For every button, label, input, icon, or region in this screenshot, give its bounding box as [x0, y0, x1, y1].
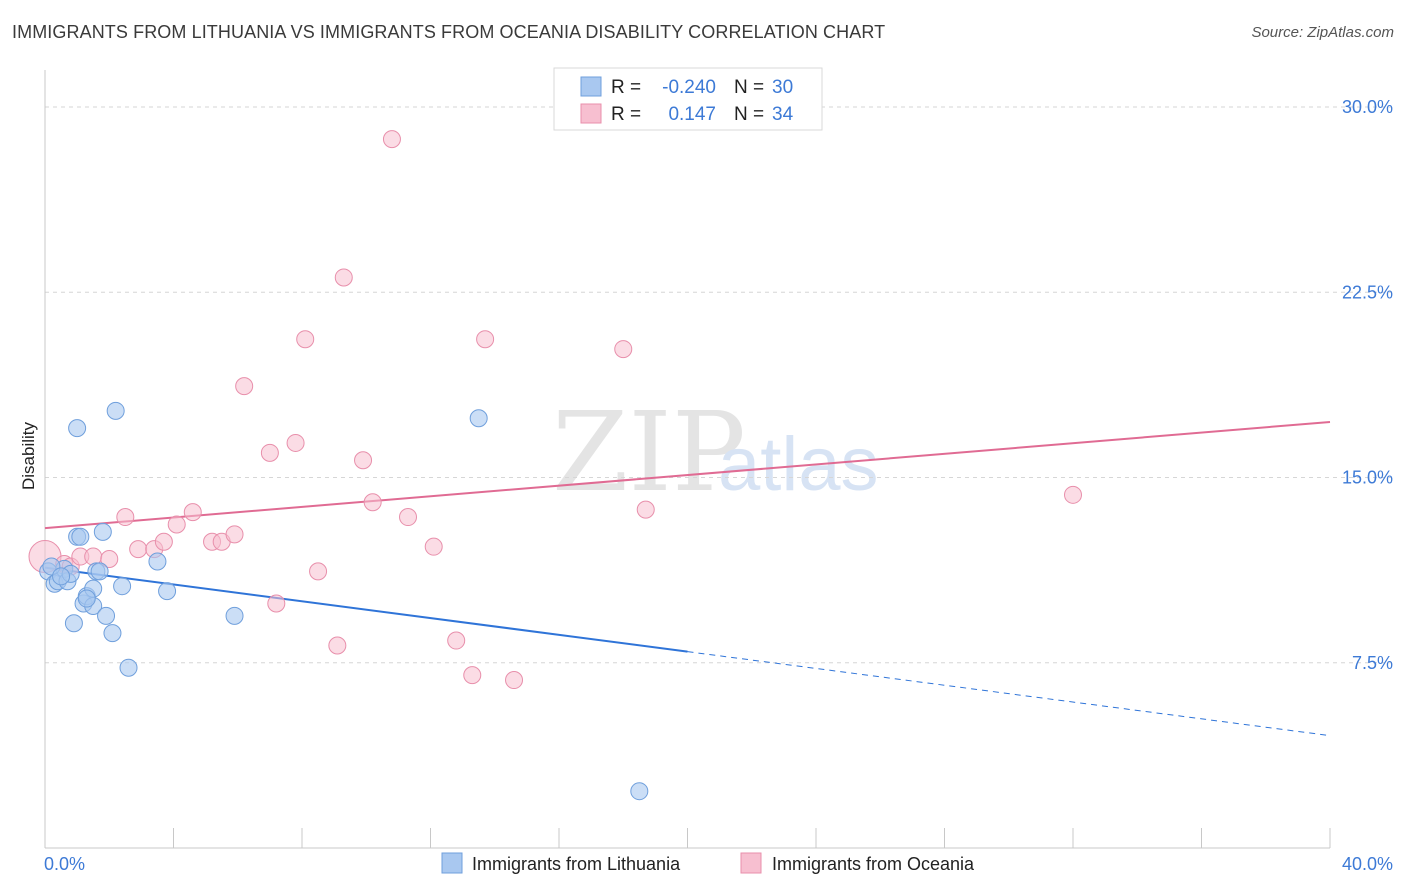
legend-n-value-1: 30 — [772, 77, 793, 98]
legend-n-label-1: N = — [734, 77, 764, 98]
point-lithuania-6 — [68, 419, 87, 438]
point-lithuania-18 — [103, 624, 122, 643]
series-lithuania-points — [39, 401, 649, 801]
point-oceania-22 — [334, 268, 353, 287]
point-oceania-24 — [363, 493, 382, 512]
point-oceania-33 — [636, 500, 655, 519]
trend-lines — [44, 420, 1331, 737]
point-oceania-31 — [505, 671, 524, 690]
point-lithuania-19 — [106, 401, 125, 420]
source-label: Source: ZipAtlas.com — [1251, 24, 1394, 41]
watermark-zip: ZIP — [552, 388, 746, 516]
point-oceania-19 — [296, 330, 315, 349]
bottom-legend-swatch-lithuania — [441, 852, 463, 874]
point-lithuania-22 — [148, 552, 167, 571]
point-oceania-20 — [309, 562, 328, 581]
point-lithuania-16 — [97, 606, 116, 625]
point-oceania-5 — [100, 550, 119, 569]
point-lithuania-21 — [119, 658, 138, 677]
point-oceania-28 — [447, 631, 466, 650]
point-lithuania-8 — [71, 527, 90, 546]
series-legend: Immigrants from Lithuania Immigrants fro… — [441, 852, 975, 874]
point-lithuania-20 — [113, 577, 132, 596]
y-tick-label-1: 15.0% — [1342, 468, 1393, 488]
bottom-legend-swatch-oceania — [740, 852, 762, 874]
legend-r-label-1: R = — [611, 77, 641, 98]
y-tick-labels: 7.5% 15.0% 22.5% 30.0% — [1342, 97, 1393, 673]
point-lithuania-26 — [630, 782, 649, 801]
point-oceania-14 — [225, 525, 244, 544]
point-lithuania-17 — [93, 522, 112, 541]
point-oceania-23 — [354, 451, 373, 470]
legend-n-label-2: N = — [734, 104, 764, 125]
gridlines — [45, 106, 1392, 664]
x-tick-label-max: 40.0% — [1342, 854, 1393, 874]
point-lithuania-14 — [90, 562, 109, 581]
legend-r-label-2: R = — [611, 104, 641, 125]
trend-line-oceania — [44, 420, 1331, 530]
x-tick-label-min: 0.0% — [44, 854, 85, 874]
axes — [44, 70, 1331, 849]
point-lithuania-29 — [52, 567, 71, 586]
point-oceania-18 — [286, 433, 305, 452]
watermark-atlas: atlas — [718, 422, 879, 507]
point-lithuania-25 — [469, 409, 488, 428]
point-oceania-21 — [328, 636, 347, 655]
bottom-legend-label-lithuania: Immigrants from Lithuania — [472, 854, 681, 874]
legend-r-value-2: 0.147 — [668, 104, 716, 125]
point-oceania-10 — [167, 515, 186, 534]
y-tick-label-2: 22.5% — [1342, 282, 1393, 302]
point-oceania-11 — [183, 503, 202, 522]
point-lithuania-9 — [64, 614, 83, 633]
point-oceania-25 — [382, 130, 401, 149]
point-oceania-30 — [476, 330, 495, 349]
point-oceania-16 — [260, 443, 279, 462]
y-tick-label-3: 30.0% — [1342, 97, 1393, 117]
chart-title: IMMIGRANTS FROM LITHUANIA VS IMMIGRANTS … — [12, 22, 886, 42]
point-oceania-26 — [399, 508, 418, 527]
point-oceania-9 — [154, 532, 173, 551]
y-axis-label: Disability — [19, 421, 38, 490]
legend-r-value-1: -0.240 — [662, 77, 716, 98]
bottom-legend-label-oceania: Immigrants from Oceania — [772, 854, 975, 874]
point-lithuania-24 — [225, 606, 244, 625]
point-oceania-34 — [1064, 485, 1082, 504]
legend-swatch-lithuania — [580, 76, 602, 97]
point-oceania-17 — [267, 594, 286, 613]
stats-legend: R = -0.240 N = 30 R = 0.147 N = 34 — [553, 67, 823, 131]
point-oceania-29 — [463, 666, 482, 685]
point-lithuania-28 — [77, 589, 96, 608]
trend-line-lithuania-extrapolated — [687, 651, 1331, 737]
point-oceania-27 — [424, 537, 443, 556]
legend-swatch-oceania — [580, 103, 602, 124]
point-lithuania-23 — [158, 582, 177, 601]
legend-n-value-2: 34 — [772, 104, 794, 125]
point-oceania-7 — [129, 540, 148, 559]
point-oceania-15 — [235, 377, 254, 396]
point-oceania-6 — [116, 508, 135, 527]
x-tick-labels: 0.0% 40.0% — [44, 854, 1393, 874]
y-tick-label-0: 7.5% — [1352, 653, 1393, 673]
trend-line-lithuania — [44, 566, 688, 653]
point-oceania-32 — [614, 340, 633, 359]
